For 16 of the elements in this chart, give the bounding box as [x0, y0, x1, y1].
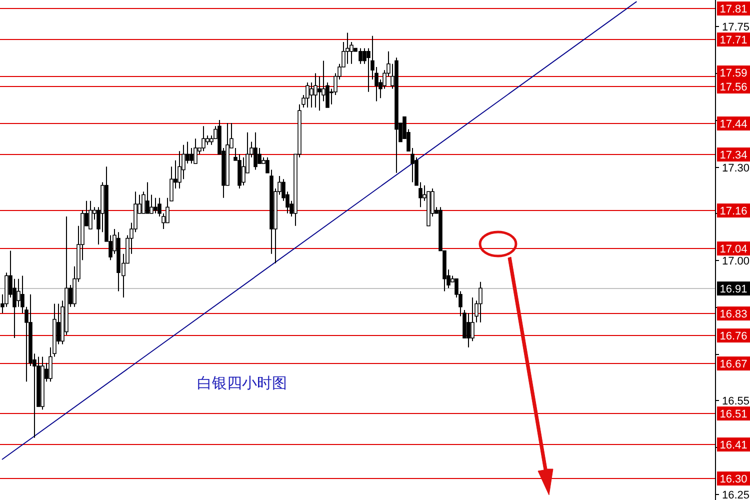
ref-line-label: 17.16 — [720, 206, 748, 218]
ref-line-label: 16.30 — [720, 474, 748, 486]
ref-line-label: 17.56 — [720, 82, 748, 94]
ref-line-label: 17.44 — [720, 118, 748, 130]
ref-line-label: 17.81 — [720, 4, 748, 16]
ref-line-label: 16.83 — [720, 308, 748, 320]
ref-line-label: 17.59 — [720, 68, 748, 80]
ref-line-label: 16.41 — [720, 440, 748, 452]
ref-line-label: 16.51 — [720, 408, 748, 420]
ref-line-label: 17.04 — [720, 244, 748, 256]
ref-line-label: 16.76 — [720, 330, 748, 342]
ref-line-label: 17.34 — [720, 150, 748, 162]
ref-line-label: 17.71 — [720, 34, 748, 46]
annotation: 白银四小时图 — [197, 374, 287, 392]
ref-line-label: 16.91 — [720, 284, 748, 296]
ref-line-label: 16.67 — [720, 358, 748, 370]
